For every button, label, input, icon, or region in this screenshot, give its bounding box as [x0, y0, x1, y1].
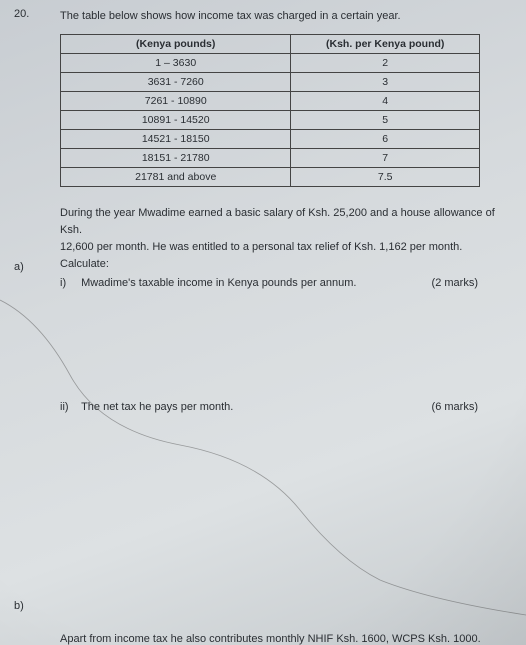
- cell-rate: 4: [291, 92, 480, 111]
- question-number: 20.: [14, 8, 29, 20]
- exam-page: 20. The table below shows how income tax…: [0, 0, 526, 645]
- cell-rate: 5: [291, 111, 480, 130]
- roman-i: i): [60, 277, 78, 289]
- cell-range: 1 – 3630: [61, 54, 291, 73]
- scenario-line: During the year Mwadime earned a basic s…: [60, 207, 495, 236]
- table-header-row: (Kenya pounds) (Ksh. per Kenya pound): [61, 35, 480, 54]
- calculate-label: Calculate:: [60, 258, 109, 270]
- table-row: 10891 - 14520 5: [61, 111, 480, 130]
- table-row: 21781 and above 7.5: [61, 168, 480, 187]
- cell-rate: 6: [291, 130, 480, 149]
- cell-range: 10891 - 14520: [61, 111, 291, 130]
- cell-range: 21781 and above: [61, 168, 291, 187]
- cell-range: 18151 - 21780: [61, 149, 291, 168]
- header-kenya-pounds: (Kenya pounds): [61, 35, 291, 54]
- cell-rate: 2: [291, 54, 480, 73]
- cell-rate: 3: [291, 73, 480, 92]
- part-b-label: b): [14, 600, 24, 612]
- scenario-paragraph: During the year Mwadime earned a basic s…: [60, 205, 500, 273]
- cell-range: 7261 - 10890: [61, 92, 291, 111]
- tax-table: (Kenya pounds) (Ksh. per Kenya pound) 1 …: [60, 34, 480, 187]
- cell-range: 3631 - 7260: [61, 73, 291, 92]
- header-ksh-per-pound: (Ksh. per Kenya pound): [291, 35, 480, 54]
- part-b-line: Apart from income tax he also contribute…: [60, 633, 481, 645]
- scenario-line: 12,600 per month. He was entitled to a p…: [60, 241, 462, 253]
- subpart-ii-text: The net tax he pays per month.: [81, 401, 233, 413]
- subpart-i: i) Mwadime's taxable income in Kenya pou…: [60, 277, 506, 289]
- question-intro: The table below shows how income tax was…: [60, 10, 506, 22]
- table-row: 18151 - 21780 7: [61, 149, 480, 168]
- table-row: 7261 - 10890 4: [61, 92, 480, 111]
- subpart-ii-marks: (6 marks): [432, 401, 478, 413]
- subpart-i-text: Mwadime's taxable income in Kenya pounds…: [81, 277, 356, 289]
- part-a-label: a): [14, 261, 24, 273]
- cell-range: 14521 - 18150: [61, 130, 291, 149]
- cell-rate: 7: [291, 149, 480, 168]
- table-row: 1 – 3630 2: [61, 54, 480, 73]
- roman-ii: ii): [60, 401, 78, 413]
- subpart-i-marks: (2 marks): [432, 277, 478, 289]
- table-row: 14521 - 18150 6: [61, 130, 480, 149]
- subpart-ii: ii) The net tax he pays per month. (6 ma…: [60, 401, 506, 413]
- table-row: 3631 - 7260 3: [61, 73, 480, 92]
- cell-rate: 7.5: [291, 168, 480, 187]
- part-b-block: Apart from income tax he also contribute…: [60, 631, 500, 645]
